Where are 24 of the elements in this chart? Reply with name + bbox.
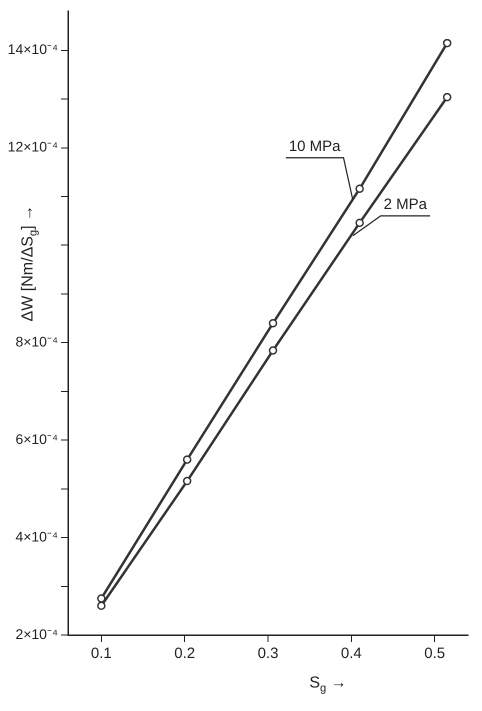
- point: [182, 455, 192, 464]
- y-axis-title: ΔW [Nm/ΔSg] →: [19, 204, 40, 322]
- point: [268, 318, 278, 328]
- text: 10 MPa: [288, 138, 342, 155]
- y-tick-label: 14×10⁻⁴: [8, 41, 58, 58]
- x-tick-label: 0.1: [90, 645, 112, 662]
- point: [97, 594, 106, 603]
- x-tick-label: 0.5: [424, 645, 446, 662]
- point: [97, 602, 106, 610]
- y-tick-label: 4×10⁻⁴: [15, 528, 58, 544]
- point: [442, 92, 452, 102]
- y-tick-label: 12×10⁻⁴: [8, 138, 58, 155]
- y-tick-label: 6×10⁻⁴: [15, 430, 58, 447]
- x-tick-label: 0.2: [174, 645, 196, 662]
- point: [355, 218, 364, 228]
- y-tick-label: 8×10⁻⁴: [15, 334, 58, 350]
- point: [182, 476, 192, 486]
- point: [268, 346, 278, 355]
- y-tick-label: 2×10⁻⁴: [15, 626, 58, 642]
- point: [442, 38, 452, 48]
- x-tick-label: 0.3: [258, 645, 278, 662]
- point: [355, 184, 364, 193]
- series-label: 2 MPa: [384, 196, 428, 213]
- x-tick-label: 0.4: [340, 645, 362, 662]
